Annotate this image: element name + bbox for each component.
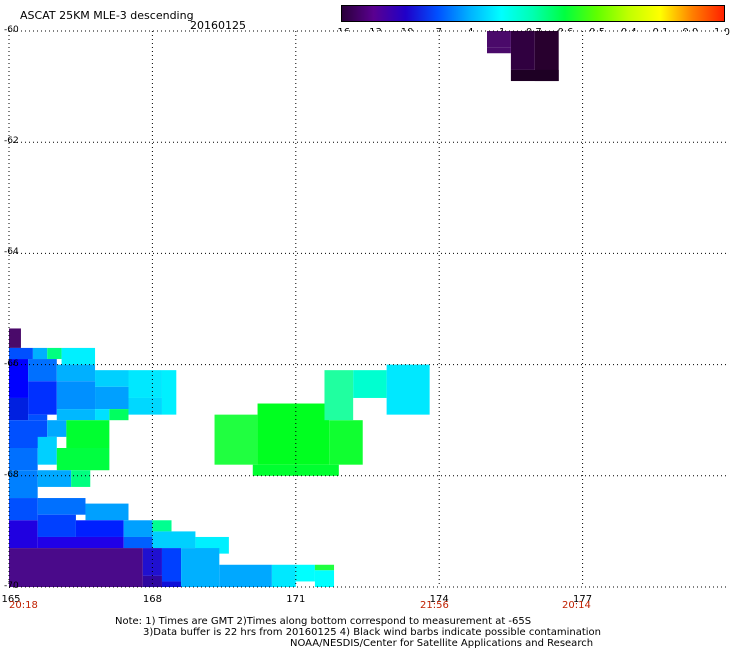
wind-cell	[9, 498, 38, 521]
wind-cell	[61, 347, 96, 365]
map-background	[9, 31, 726, 587]
wind-cell	[9, 359, 29, 398]
map-title: ASCAT 25KM MLE-3 descending	[20, 9, 194, 22]
wind-cell	[47, 420, 67, 437]
wind-cell	[95, 370, 129, 387]
wind-cell	[95, 386, 129, 410]
wind-cell	[510, 69, 559, 82]
wind-cell	[142, 548, 162, 576]
wind-cell	[32, 347, 48, 360]
wind-cell	[257, 403, 330, 465]
wind-cell	[75, 520, 124, 537]
wind-cell	[128, 397, 162, 415]
wind-cell	[9, 328, 21, 348]
y-tick-label: -64	[4, 247, 19, 258]
wind-cell	[47, 347, 62, 360]
wind-cell	[314, 564, 335, 571]
wind-cell	[161, 548, 182, 582]
wind-cell	[181, 548, 220, 587]
wind-cell	[28, 414, 48, 421]
wind-cell	[534, 31, 559, 82]
map-grid	[8, 30, 726, 588]
wind-cell	[152, 520, 172, 532]
wind-cell	[214, 414, 258, 465]
y-tick-label: -68	[4, 469, 19, 480]
x-tick-label: 168	[142, 594, 162, 605]
wind-cell	[271, 564, 296, 587]
wind-cell	[56, 381, 96, 410]
map-patches	[9, 31, 559, 587]
x-tick-label: 165	[1, 594, 21, 605]
pass-time-label: 20:14	[562, 600, 591, 611]
wind-cell	[56, 364, 96, 382]
wind-cell	[37, 498, 86, 515]
wind-cell	[510, 31, 535, 70]
wind-cell	[123, 520, 153, 537]
note-line-2: 3)Data buffer is 22 hrs from 20160125 4)…	[143, 627, 601, 638]
wind-cell	[37, 436, 57, 465]
pass-time-label: 20:18	[9, 600, 38, 611]
wind-cell	[109, 409, 129, 421]
wind-cell	[161, 581, 182, 587]
wind-cell	[152, 531, 196, 549]
wind-cell	[128, 370, 162, 398]
wind-cell	[37, 536, 124, 549]
y-tick-label: -70	[4, 581, 19, 591]
wind-cell	[9, 470, 38, 499]
wind-cell	[295, 564, 315, 582]
wind-cell	[28, 381, 57, 415]
wind-cell	[142, 575, 162, 587]
wind-cell	[71, 470, 91, 487]
y-tick-label: -62	[4, 136, 19, 147]
x-tick-label: 174	[429, 594, 449, 605]
wind-cell	[9, 397, 29, 421]
colorbar	[341, 5, 725, 22]
wind-cell	[9, 520, 38, 549]
wind-cell	[487, 47, 511, 54]
pass-time-label: 21:56	[420, 600, 449, 611]
wind-cell	[386, 364, 430, 415]
x-tick-label: 177	[573, 594, 593, 605]
wind-cell	[487, 31, 511, 48]
wind-cell	[123, 536, 153, 549]
wind-cell	[56, 448, 110, 471]
wind-cell	[324, 370, 354, 421]
map-date: 20160125	[190, 19, 246, 32]
note-line-3: NOAA/NESDIS/Center for Satellite Applica…	[290, 638, 594, 649]
wind-cell	[329, 420, 363, 465]
wind-cell	[252, 464, 339, 476]
wind-cell	[161, 370, 177, 415]
wind-cell	[37, 514, 76, 537]
wind-cell	[95, 409, 110, 421]
x-tick-label: 171	[286, 594, 306, 605]
wind-cell	[9, 448, 38, 471]
wind-cell	[219, 564, 272, 587]
wind-cell	[56, 409, 96, 421]
wind-cell	[28, 359, 57, 382]
y-tick-label: -60	[4, 25, 19, 35]
wind-cell	[9, 548, 143, 587]
wind-cell	[314, 570, 335, 587]
wind-cell	[37, 470, 72, 487]
y-tick-label: -66	[4, 358, 19, 369]
wind-cell	[353, 370, 387, 398]
wind-cell	[66, 420, 110, 448]
note-line-1: Note: 1) Times are GMT 2)Times along bot…	[115, 616, 532, 627]
wind-cell	[85, 503, 129, 521]
wind-cell	[9, 347, 33, 360]
